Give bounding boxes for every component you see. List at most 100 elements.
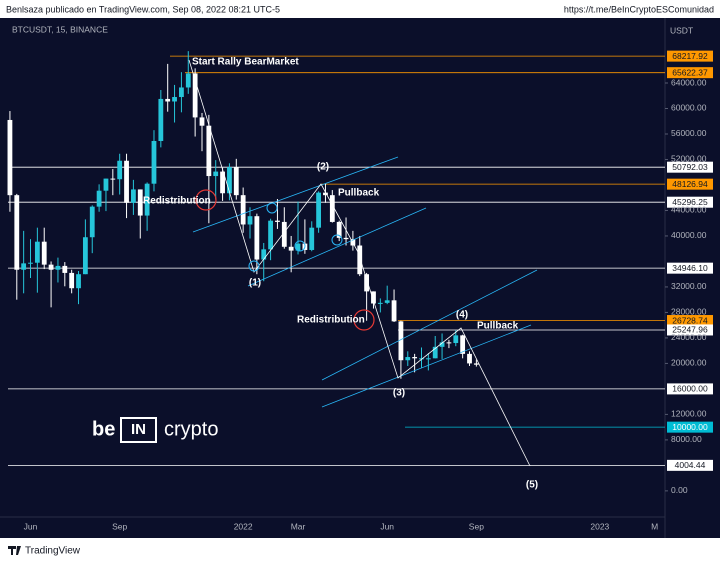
candle-body	[371, 291, 376, 304]
channel-line	[321, 269, 538, 381]
y-tick-label: 24000.00	[671, 332, 707, 342]
x-tick-label: Jun	[380, 521, 394, 531]
candle-body	[110, 178, 116, 180]
candle-body	[467, 353, 472, 364]
candle-body	[69, 272, 75, 289]
candle-body	[316, 192, 322, 228]
candle-body	[165, 98, 171, 102]
levels: 68217.92 65622.37 50792.03 48126.94 45296.25…	[8, 50, 713, 471]
y-tick-label: 44000.00	[671, 205, 707, 215]
level-label-box	[667, 196, 713, 208]
candle-body	[220, 171, 225, 194]
candle-body	[425, 358, 431, 360]
candle-body	[213, 171, 219, 177]
candle-body	[55, 265, 61, 270]
annotation: Redistribution	[297, 315, 365, 326]
candle-body	[227, 167, 232, 194]
candle-body	[275, 220, 280, 222]
candle-body	[288, 246, 294, 251]
candle-body	[172, 97, 177, 102]
chart-area	[0, 18, 720, 538]
y-tick-label: 56000.00	[671, 128, 707, 138]
candle-body	[309, 227, 315, 250]
candle-body	[76, 274, 81, 289]
candle-body	[377, 302, 383, 304]
candles	[7, 51, 479, 379]
candle-body	[82, 237, 88, 275]
candle-body	[261, 249, 267, 260]
symbol: BTCUSDT, 15, BINANCE	[12, 24, 108, 34]
candle-body	[137, 189, 143, 216]
candle-body	[179, 87, 184, 98]
candle-body	[103, 178, 109, 191]
candle-body	[364, 274, 370, 292]
y-tick-label: 0.00	[671, 485, 688, 495]
level-label-box	[667, 178, 713, 190]
candle-body	[34, 241, 40, 263]
header-right: https://t.me/BeInCryptoESComunidad	[564, 4, 714, 14]
annotation: (5)	[526, 480, 538, 491]
level-label: 25247.96	[672, 325, 708, 335]
candle-body	[206, 125, 212, 177]
candle-body	[144, 183, 150, 216]
level-label: 45296.25	[672, 197, 708, 207]
y-tick-label: 20000.00	[671, 358, 707, 368]
annotation: (3)	[393, 388, 405, 399]
channel-line	[321, 324, 532, 408]
candle-body	[419, 358, 424, 360]
x-tick-label: Mar	[291, 521, 306, 531]
level-label: 16000.00	[672, 384, 708, 394]
footer-brand: TradingView	[25, 546, 81, 557]
candle-body	[96, 190, 102, 207]
marker-circle	[195, 189, 217, 211]
y-tick-label: 8000.00	[671, 434, 702, 444]
y-tick-label: 12000.00	[671, 409, 707, 419]
level-label: 65622.37	[672, 67, 708, 77]
level-label: 50792.03	[672, 162, 708, 172]
candle-body	[151, 140, 157, 184]
candle-body	[117, 160, 123, 180]
level-label: 48126.94	[672, 179, 708, 189]
level-label-box	[667, 67, 713, 79]
annotation: (2)	[317, 162, 329, 173]
candle-body	[336, 221, 342, 238]
candle-body	[185, 73, 191, 88]
candle-body	[384, 300, 390, 303]
level-label-box	[667, 262, 713, 274]
drawings	[188, 59, 538, 467]
candle-body	[124, 160, 129, 203]
x-tick-label: M	[651, 521, 658, 531]
candle-body	[281, 221, 287, 247]
candle-body	[21, 263, 27, 270]
watermark-box	[120, 417, 157, 443]
y-tick-label: 52000.00	[671, 154, 707, 164]
candle-body	[89, 206, 95, 238]
level-label: 34946.10	[672, 263, 708, 273]
channel-line	[247, 207, 427, 287]
level-label-box	[667, 50, 713, 62]
level-label-box	[667, 421, 713, 433]
level-label: 68217.92	[672, 51, 708, 61]
x-tick-label: Jun	[24, 521, 38, 531]
marker-circle	[248, 260, 260, 272]
marker-circle	[331, 234, 343, 246]
candle-body	[398, 321, 404, 361]
x-tick-label: Sep	[469, 521, 484, 531]
candle-body	[254, 216, 260, 260]
candle-body	[7, 119, 13, 196]
channel-line	[192, 156, 399, 233]
x-tick-label: 2022	[234, 521, 253, 531]
candle-body	[62, 265, 68, 273]
candle-body	[295, 243, 301, 251]
level-label-box	[667, 383, 713, 395]
level-label: 26728.74	[672, 315, 708, 325]
candle-body	[446, 342, 452, 344]
marker-circle	[353, 309, 375, 331]
annotation: (1)	[249, 278, 261, 289]
candle-body	[130, 189, 136, 203]
level-label-box	[667, 315, 713, 327]
x-tick-label: 2023	[590, 521, 609, 531]
candle-body	[405, 357, 411, 361]
y-axis-label: USDT	[670, 25, 693, 35]
